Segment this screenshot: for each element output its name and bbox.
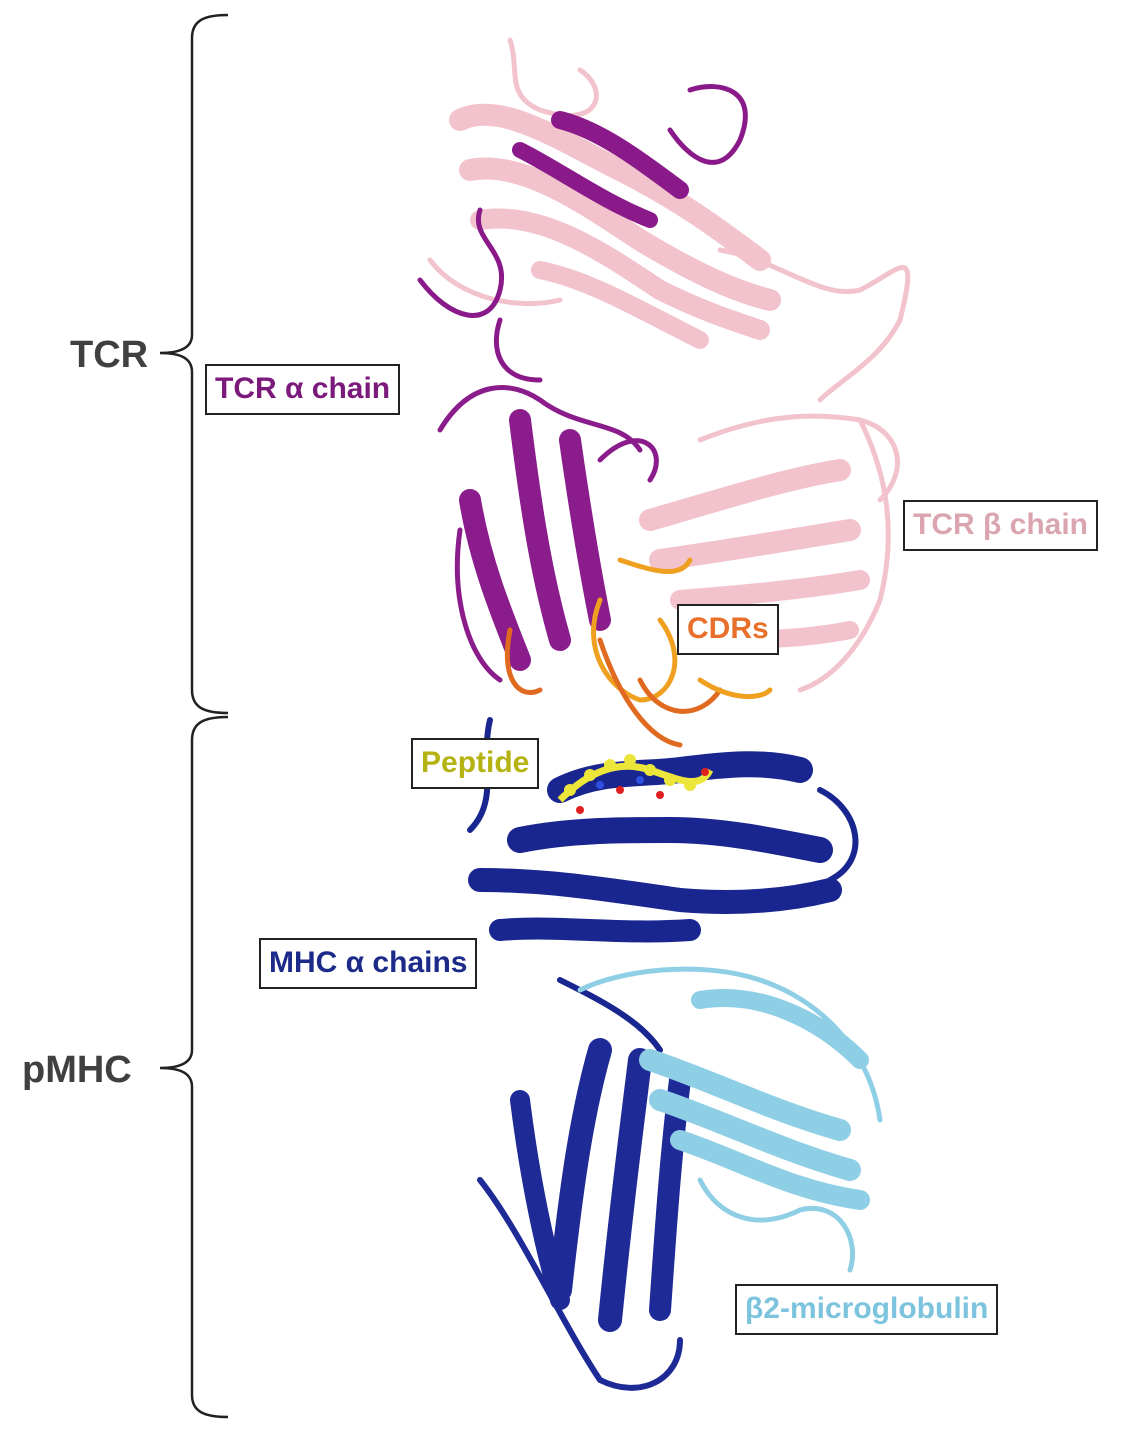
mhc-alpha-label: MHC α chains: [259, 938, 478, 989]
cdr-loops: [504, 557, 773, 748]
peptide-ball-and-stick: [557, 754, 714, 814]
tcr-alpha-label: TCR α chain: [205, 364, 401, 415]
b2m-label: β2-microglobulin: [735, 1284, 999, 1335]
b2m-domain: [577, 966, 883, 1273]
tcr-beta-variable-domain: [639, 413, 900, 693]
tcr-bracket: [159, 13, 229, 715]
pmhc-bracket: [159, 715, 229, 1419]
tcr-group-label: TCR: [70, 334, 149, 376]
pmhc-group-label: pMHC: [22, 1049, 132, 1091]
peptide-label: Peptide: [411, 738, 540, 789]
tcr-alpha-variable-domain: [437, 385, 659, 683]
tcr-beta-label: TCR β chain: [903, 500, 1098, 551]
tcr-alpha-constant-domain: [417, 84, 748, 383]
cdrs-label: CDRs: [677, 604, 779, 655]
tcr-beta-constant-domain: [427, 37, 911, 403]
